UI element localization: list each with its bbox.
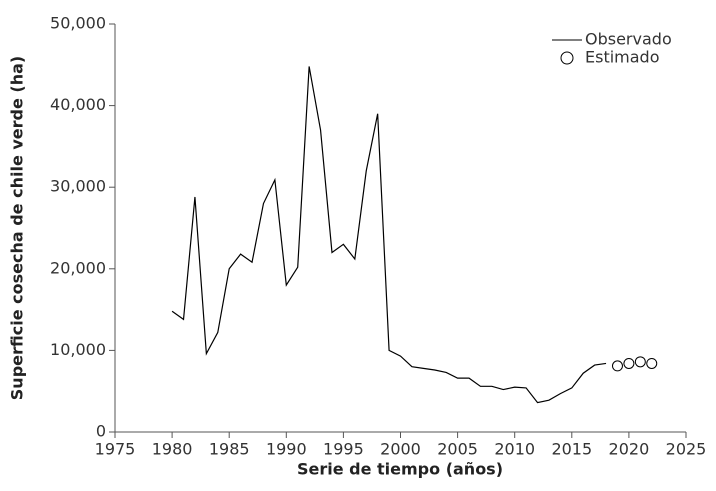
- x-tick-label: 2005: [437, 440, 478, 459]
- y-tick-label: 50,000: [50, 14, 106, 33]
- estimate-point: [634, 356, 646, 368]
- y-tick-label: 0: [96, 422, 106, 441]
- legend-marker: [560, 51, 574, 65]
- x-tick-label: 1980: [152, 440, 193, 459]
- estimate-point: [611, 360, 623, 372]
- series-line: [171, 66, 607, 404]
- legend-label: Estimado: [585, 48, 660, 67]
- x-tick-label: 1995: [323, 440, 364, 459]
- estimate-point: [646, 357, 658, 369]
- x-tick-label: 2015: [551, 440, 592, 459]
- x-tick-label: 2010: [494, 440, 535, 459]
- y-tick-label: 30,000: [50, 177, 106, 196]
- y-tick-label: 40,000: [50, 95, 106, 114]
- x-tick-label: 2025: [666, 440, 707, 459]
- x-axis-title: Serie de tiempo (años): [297, 460, 503, 479]
- y-tick-label: 20,000: [50, 258, 106, 277]
- estimate-point: [623, 357, 635, 369]
- x-tick-label: 1985: [209, 440, 250, 459]
- x-tick-label: 1990: [266, 440, 307, 459]
- x-tick-label: 1975: [95, 440, 136, 459]
- x-tick-label: 2000: [380, 440, 421, 459]
- y-tick-label: 10,000: [50, 340, 106, 359]
- x-tick-label: 2020: [609, 440, 650, 459]
- legend-label: Observado: [585, 30, 672, 49]
- y-axis-title: Superficie cosecha de chile verde (ha): [8, 56, 27, 400]
